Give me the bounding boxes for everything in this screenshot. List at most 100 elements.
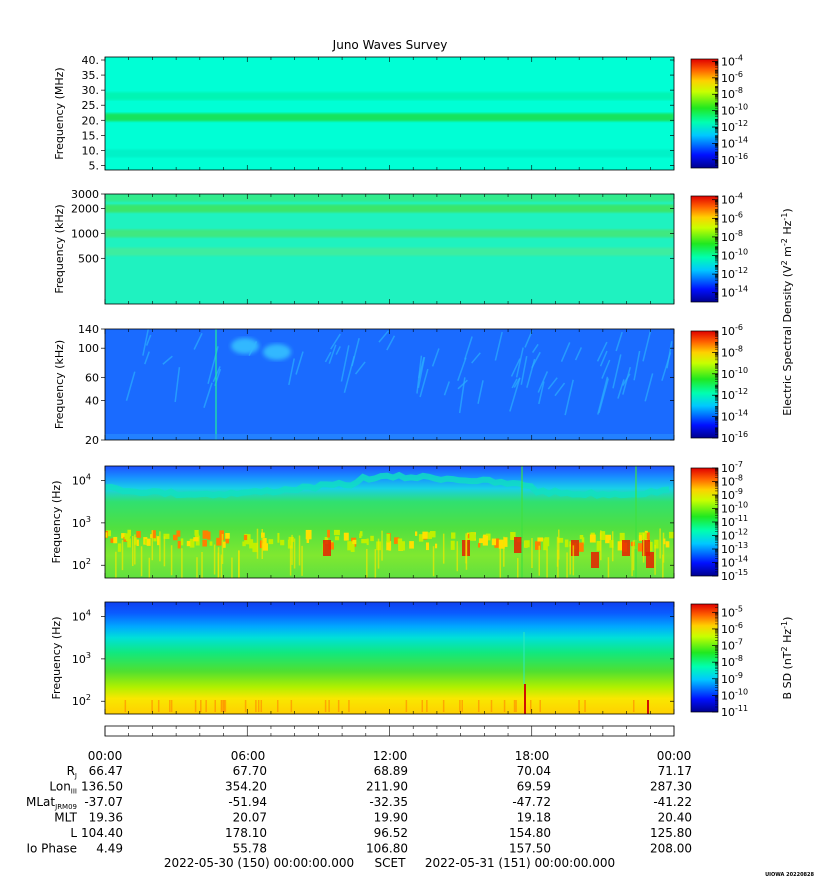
ephemeris-value: 66.47 bbox=[89, 764, 123, 778]
panel-4-ylabel: Frequency (Hz) bbox=[50, 481, 63, 564]
panel-4-ytick-label: 104 bbox=[72, 473, 91, 488]
colorbar-2: 10-4 10-6 10-8 10-10 10-12 10-14 bbox=[690, 192, 748, 303]
colorbar-3: 10-6 10-8 10-10 10-12 10-14 10-16 bbox=[690, 323, 748, 445]
colorbar-tick-label: 10-10 bbox=[721, 687, 748, 702]
colorbar-tick-label: 10-8 bbox=[721, 654, 743, 669]
footer-scet: SCET bbox=[375, 856, 407, 870]
panel-1-ylabel: Frequency (MHz) bbox=[53, 67, 66, 159]
panel-2-ytick-label: 2000 bbox=[71, 203, 99, 216]
colorbar-4: 10-710-810-910-1010-1110-1210-1310-1410-… bbox=[690, 460, 748, 583]
panel-4-ytick-label: 102 bbox=[72, 557, 91, 572]
colorbar-tick-label: 10-4 bbox=[721, 192, 743, 207]
panel-5-ytick-label: 102 bbox=[72, 693, 91, 708]
panel-2-spectrogram bbox=[105, 194, 674, 304]
colorbar-tick-label: 10-12 bbox=[721, 119, 748, 134]
panel-3-ytick-label: 140 bbox=[78, 323, 99, 336]
ephemeris-value: 69.59 bbox=[517, 780, 551, 794]
ephemeris-value: -41.22 bbox=[653, 795, 692, 809]
panel-1: 40. 35. 30. 25. 20. 15. 10. 5. Frequency (MHz) bbox=[53, 54, 675, 172]
panel-2-ytick-label: 3000 bbox=[71, 188, 99, 201]
panel-3-ylabel: Frequency (kHz) bbox=[53, 340, 66, 429]
panel-4: 104 103 102 Frequency (Hz) bbox=[50, 465, 675, 579]
ephemeris-value: 106.80 bbox=[366, 842, 408, 856]
ephemeris-value: 354.20 bbox=[225, 780, 267, 794]
panel-3-ytick-label: 60 bbox=[85, 371, 99, 384]
colorbar-tick-label: 10-8 bbox=[721, 229, 743, 244]
panel-2-ytick-label: 1000 bbox=[71, 227, 99, 240]
ephemeris-value: -37.07 bbox=[84, 795, 123, 809]
panel-1-ytick-label: 20. bbox=[82, 114, 100, 127]
ephemeris-value: 19.36 bbox=[89, 811, 123, 825]
ephemeris-label: L bbox=[70, 826, 77, 840]
footer-start: 2022-05-30 (150) 00:00:00.000 bbox=[164, 856, 354, 870]
ephemeris-value: 157.50 bbox=[509, 842, 551, 856]
ephemeris-value: 55.78 bbox=[233, 842, 267, 856]
panel-3-ytick-label: 20 bbox=[85, 434, 99, 447]
ephemeris-value: 125.80 bbox=[650, 826, 692, 840]
colorbar-tick-label: 10-12 bbox=[721, 387, 748, 402]
colorbar-tick-label: 10-10 bbox=[721, 366, 748, 381]
ephemeris-label: MLatJRM09 bbox=[26, 795, 77, 811]
colorbar-tick-label: 10-8 bbox=[721, 86, 743, 101]
ephemeris-label: Io Phase bbox=[26, 842, 77, 856]
panel-5: 104 103 102 Frequency (Hz) bbox=[50, 601, 675, 715]
ephemeris-value: 68.89 bbox=[374, 764, 408, 778]
panel-3: 140 100 60 40 20 Frequency (kHz) bbox=[53, 323, 675, 447]
colorbar-tick-label: 10-4 bbox=[721, 53, 743, 68]
colorbar-tick-label: 10-14 bbox=[721, 409, 748, 424]
ephemeris-value: 71.17 bbox=[658, 764, 692, 778]
ephemeris-value: 20.40 bbox=[658, 811, 692, 825]
colorbar-tick-label: 10-7 bbox=[721, 638, 743, 653]
ephemeris-table: RJ 66.47 67.70 68.89 70.04 71.17 LonIII 136.50 3… bbox=[26, 764, 692, 856]
panel-5-ytick-label: 103 bbox=[72, 651, 91, 666]
panel-5-ylabel: Frequency (Hz) bbox=[50, 617, 63, 700]
ephemeris-value: -51.94 bbox=[228, 795, 267, 809]
panel-2-ylabel: Frequency (kHz) bbox=[53, 204, 66, 293]
panel-1-ytick-label: 5. bbox=[89, 159, 100, 172]
ephemeris-value: 208.00 bbox=[650, 842, 692, 856]
panel-3-spectrogram bbox=[105, 329, 674, 440]
colorbar-tick-label: 10-14 bbox=[721, 135, 748, 150]
magnetic-colorbar-label: B SD (nT2 Hz-1) bbox=[780, 617, 794, 700]
colorbar-tick-label: 10-14 bbox=[721, 285, 748, 300]
colorbar-tick-label: 10-6 bbox=[721, 621, 743, 636]
ephemeris-value: 154.80 bbox=[509, 826, 551, 840]
colorbar-tick-label: 10-10 bbox=[721, 248, 748, 263]
colorbar-5: 10-5 10-6 10-710-8 10-910-10 10-11 bbox=[690, 603, 748, 719]
panel-3-ytick-label: 40 bbox=[85, 394, 99, 407]
panel-1-ytick-label: 25. bbox=[82, 99, 100, 112]
panel-1-ytick-label: 40. bbox=[82, 54, 100, 67]
time-tick-label: 18:00 bbox=[515, 749, 550, 763]
ephemeris-value: 211.90 bbox=[366, 780, 408, 794]
panel-1-ytick-label: 35. bbox=[82, 69, 100, 82]
ephemeris-value: 104.40 bbox=[81, 826, 123, 840]
ephemeris-label: MLT bbox=[54, 811, 77, 825]
ephemeris-value: 67.70 bbox=[233, 764, 267, 778]
panel-1-ytick-label: 10. bbox=[82, 144, 100, 157]
ephemeris-value: 19.18 bbox=[517, 811, 551, 825]
colorbar-tick-label: 10-6 bbox=[721, 70, 743, 85]
uiowa-stamp: UIOWA 20220828 bbox=[765, 872, 814, 878]
ephemeris-value: 4.49 bbox=[96, 842, 123, 856]
time-tick-label: 12:00 bbox=[373, 749, 408, 763]
panel-5-spectrogram bbox=[105, 602, 674, 714]
colorbar-tick-label: 10-11 bbox=[721, 704, 748, 719]
ephemeris-value: 178.10 bbox=[225, 826, 267, 840]
time-axis: 00:00 06:00 12:00 18:00 00:00 bbox=[88, 725, 691, 763]
footer-end: 2022-05-31 (151) 00:00:00.000 bbox=[425, 856, 615, 870]
colorbar-tick-label: 10-8 bbox=[721, 344, 743, 359]
ephemeris-value: 136.50 bbox=[81, 780, 123, 794]
panel-3-ytick-label: 100 bbox=[78, 342, 99, 355]
colorbar-tick-label: 10-16 bbox=[721, 430, 748, 445]
ephemeris-value: -32.35 bbox=[369, 795, 408, 809]
panel-2: 3000 2000 1000 500 Frequency (kHz) bbox=[53, 188, 675, 305]
panel-1-spectrogram bbox=[105, 57, 674, 170]
ephemeris-label: RJ bbox=[67, 764, 77, 780]
colorbar-tick-label: 10-6 bbox=[721, 323, 743, 338]
colorbar-tick-label: 10-12 bbox=[721, 266, 748, 281]
ephemeris-value: 19.90 bbox=[374, 811, 408, 825]
ephemeris-value: 96.52 bbox=[374, 826, 408, 840]
ephemeris-value: 287.30 bbox=[650, 780, 692, 794]
